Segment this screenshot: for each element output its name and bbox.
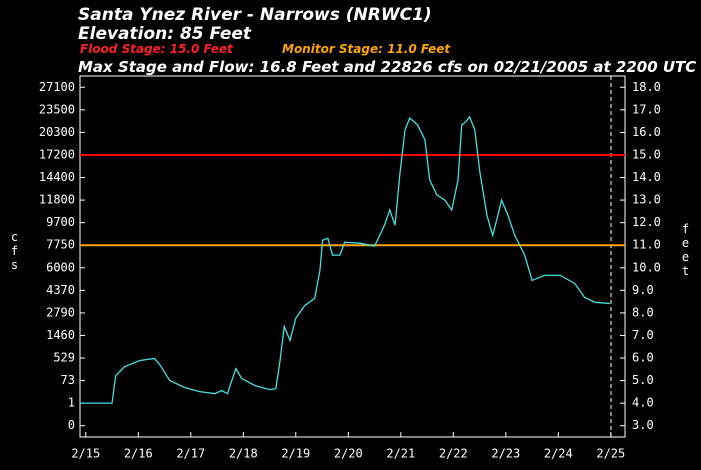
y-axis-label: cfs [8,230,22,272]
plot-frame [79,75,626,438]
y2-tick-label: 17.0 [632,102,661,116]
y-tick-label: 529 [53,351,75,365]
y2-tick-label: 12.0 [632,215,661,229]
y-tick-label: 1460 [46,328,75,342]
flood-stage-label: Flood Stage: 15.0 Feet [80,42,234,56]
y2-tick-label: 15.0 [632,147,661,161]
y2-tick-label: 18.0 [632,80,661,94]
x-tick-label: 2/22 [439,447,468,461]
y2-tick-label: 14.0 [632,170,661,184]
y-tick-label: 73 [61,373,75,387]
y2-tick-label: 7.0 [632,328,654,342]
y-tick-label: 27100 [39,80,75,94]
y2-tick-label: 16.0 [632,125,661,139]
y2-tick-label: 9.0 [632,283,654,297]
x-tick-label: 2/16 [124,447,153,461]
chart-subtitle: Elevation: 85 Feet [78,24,252,44]
y-tick-label: 23500 [39,102,75,116]
x-tick-label: 2/21 [386,447,415,461]
y-tick-label: 9700 [46,215,75,229]
chart-title: Santa Ynez River - Narrows (NRWC1) [78,5,432,25]
x-tick-label: 2/23 [491,447,520,461]
y-tick-label: 7750 [46,238,75,252]
x-tick-label: 2/20 [334,447,363,461]
x-tick-label: 2/24 [544,447,573,461]
y-tick-label: 0 [68,418,75,432]
y2-tick-label: 4.0 [632,396,654,410]
y2-tick-label: 8.0 [632,305,654,319]
max-stage-label: Max Stage and Flow: 16.8 Feet and 22826 … [78,58,696,76]
y2-tick-label: 6.0 [632,351,654,365]
x-tick-label: 2/17 [176,447,205,461]
y-tick-label: 2790 [46,305,75,319]
y-tick-label: 20300 [39,125,75,139]
y-tick-label: 14400 [39,170,75,184]
y2-tick-label: 11.0 [632,238,661,252]
x-tick-label: 2/15 [71,447,100,461]
y2-axis-label: feet [679,222,693,278]
y2-tick-label: 10.0 [632,260,661,274]
y-tick-label: 4370 [46,283,75,297]
x-tick-label: 2/19 [281,447,310,461]
stage-line-series [80,115,610,404]
x-tick-label: 2/18 [229,447,258,461]
y2-tick-label: 3.0 [632,418,654,432]
monitor-stage-label: Monitor Stage: 11.0 Feet [282,42,451,56]
x-tick-label: 2/25 [596,447,625,461]
y-tick-label: 1 [68,396,75,410]
y2-tick-label: 5.0 [632,373,654,387]
y-tick-label: 11800 [39,193,75,207]
y-tick-label: 6000 [46,260,75,274]
y-tick-label: 17200 [39,147,75,161]
y2-tick-label: 13.0 [632,193,661,207]
